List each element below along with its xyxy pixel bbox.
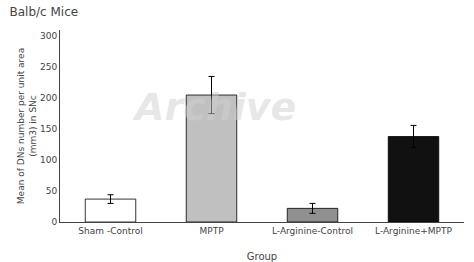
svg-text:MPTP: MPTP [199, 226, 224, 236]
svg-text:0: 0 [51, 217, 57, 227]
svg-text:250: 250 [40, 62, 57, 72]
svg-text:L-Arginine-Control: L-Arginine-Control [272, 226, 353, 236]
svg-text:L-Arginine+MPTP: L-Arginine+MPTP [375, 226, 452, 236]
svg-text:Group: Group [247, 251, 277, 262]
svg-text:300: 300 [40, 31, 57, 41]
svg-text:Balb/c Mice: Balb/c Mice [9, 5, 78, 19]
svg-text:Archive: Archive [132, 85, 296, 129]
svg-text:Mean of DNs number per unit ar: Mean of DNs number per unit area(mm3) in… [16, 48, 38, 204]
svg-text:150: 150 [40, 124, 57, 134]
svg-text:100: 100 [40, 155, 57, 165]
svg-text:Sham -Control: Sham -Control [78, 226, 142, 236]
svg-text:200: 200 [40, 93, 57, 103]
svg-text:50: 50 [46, 186, 58, 196]
